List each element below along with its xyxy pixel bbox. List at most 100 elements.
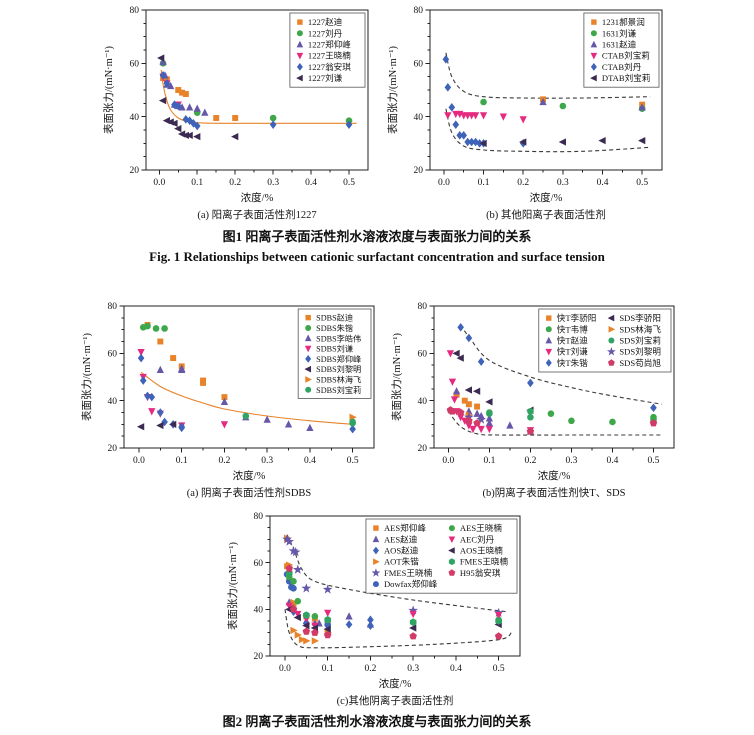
svg-text:0.4: 0.4 <box>305 178 317 188</box>
svg-text:0.0: 0.0 <box>438 178 450 188</box>
svg-text:60: 60 <box>108 350 118 360</box>
svg-text:1227刘丹: 1227刘丹 <box>308 27 343 38</box>
svg-text:0.5: 0.5 <box>636 178 648 188</box>
svg-text:表面张力/(mN·m⁻¹): 表面张力/(mN·m⁻¹) <box>102 45 115 134</box>
svg-text:CTAB刘丹: CTAB刘丹 <box>602 61 642 72</box>
svg-text:浓度/%: 浓度/% <box>538 469 571 482</box>
chart-anionic-sdbs: 0.0 0.1 0.2 0.3 0.4 0.5 20 40 60 80 浓度/% 表面张力/(mN·m… <box>78 296 386 510</box>
svg-text:H95翁安琪: H95翁安琪 <box>460 567 501 578</box>
svg-text:SDS刘宝莉: SDS刘宝莉 <box>619 335 661 346</box>
svg-text:浓度/%: 浓度/% <box>379 677 412 690</box>
svg-text:60: 60 <box>130 60 140 70</box>
chart-other-cationic: 0.0 0.1 0.2 0.3 0.4 0.5 20 40 60 80 浓度/% 表面张力/(mN·m… <box>384 0 674 232</box>
svg-text:AES王晓楠: AES王晓楠 <box>460 522 502 533</box>
svg-text:20: 20 <box>130 166 140 176</box>
svg-text:0.2: 0.2 <box>517 178 529 188</box>
svg-text:浓度/%: 浓度/% <box>241 191 274 204</box>
svg-text:40: 40 <box>108 397 118 407</box>
svg-text:0.2: 0.2 <box>218 456 230 466</box>
svg-text:0.0: 0.0 <box>442 456 454 466</box>
svg-text:0.5: 0.5 <box>347 456 359 466</box>
svg-text:SDBS林海飞: SDBS林海飞 <box>316 374 361 384</box>
svg-text:0.4: 0.4 <box>450 664 462 674</box>
chart-anionic-kuaiT-sds: 0.0 0.1 0.2 0.3 0.4 0.5 20 40 60 80 浓度/% 表面张力/(mN·m… <box>388 296 686 510</box>
svg-text:FMES王晓楠: FMES王晓楠 <box>384 567 433 578</box>
svg-text:1631赵迪: 1631赵迪 <box>602 39 637 50</box>
chart-cationic-1227: 0.0 0.1 0.2 0.3 0.4 0.5 20 40 60 80 浓度/% 表面张力/(mN·m… <box>100 0 380 232</box>
svg-text:0.3: 0.3 <box>557 178 569 188</box>
svg-text:AOT朱锴: AOT朱锴 <box>384 556 419 567</box>
svg-text:0.1: 0.1 <box>176 456 188 466</box>
svg-text:SDBS刘谦: SDBS刘谦 <box>316 344 353 354</box>
figure1-caption-en: Fig. 1 Relationships between cationic su… <box>149 249 605 264</box>
svg-text:0.4: 0.4 <box>607 456 619 466</box>
svg-text:AEC刘丹: AEC刘丹 <box>460 533 495 544</box>
svg-text:1227赵迪: 1227赵迪 <box>308 16 343 27</box>
svg-text:60: 60 <box>254 559 264 569</box>
svg-text:40: 40 <box>254 606 264 616</box>
svg-text:0.2: 0.2 <box>364 664 376 674</box>
svg-text:1227翁安琪: 1227翁安琪 <box>308 61 351 72</box>
svg-text:表面张力/(mN·m⁻¹): 表面张力/(mN·m⁻¹) <box>226 541 239 630</box>
svg-text:0.1: 0.1 <box>322 664 334 674</box>
svg-text:20: 20 <box>414 166 424 176</box>
svg-text:SDBS朱锴: SDBS朱锴 <box>316 323 353 333</box>
svg-text:20: 20 <box>108 444 118 454</box>
svg-text:1227王晓楠: 1227王晓楠 <box>308 50 351 61</box>
svg-text:快T赵迪: 快T赵迪 <box>557 335 588 346</box>
svg-text:表面张力/(mN·m⁻¹): 表面张力/(mN·m⁻¹) <box>390 332 403 421</box>
svg-text:40: 40 <box>130 113 140 123</box>
svg-text:0.2: 0.2 <box>229 178 241 188</box>
svg-text:SDS林海飞: SDS林海飞 <box>619 323 661 334</box>
svg-text:快T李骄阳: 快T李骄阳 <box>557 312 597 323</box>
svg-text:SDBS李皓伟: SDBS李皓伟 <box>316 333 361 343</box>
svg-text:1231郝景润: 1231郝景润 <box>602 16 645 27</box>
svg-text:AOS王晓楠: AOS王晓楠 <box>460 545 503 556</box>
svg-text:AES赵迪: AES赵迪 <box>384 533 418 544</box>
svg-text:1631刘谦: 1631刘谦 <box>602 27 637 38</box>
svg-text:AOS赵迪: AOS赵迪 <box>384 545 419 556</box>
svg-text:80: 80 <box>414 6 424 16</box>
svg-text:(a) 阳离子表面活性剂1227: (a) 阳离子表面活性剂1227 <box>197 208 316 221</box>
svg-text:0.3: 0.3 <box>565 456 577 466</box>
svg-text:CTAB刘宝莉: CTAB刘宝莉 <box>602 50 650 61</box>
svg-text:60: 60 <box>418 350 428 360</box>
svg-text:0.4: 0.4 <box>597 178 609 188</box>
svg-text:快T刘谦: 快T刘谦 <box>557 346 588 357</box>
svg-text:0.1: 0.1 <box>191 178 203 188</box>
svg-text:40: 40 <box>414 113 424 123</box>
svg-text:SDBS刘宝莉: SDBS刘宝莉 <box>316 385 361 395</box>
svg-text:FMES王晓楠: FMES王晓楠 <box>460 556 509 567</box>
svg-text:80: 80 <box>130 6 140 16</box>
svg-text:快T韦博: 快T韦博 <box>557 323 588 334</box>
svg-text:Dowfax郑仰峰: Dowfax郑仰峰 <box>384 578 438 589</box>
svg-text:0.0: 0.0 <box>153 178 165 188</box>
svg-text:浓度/%: 浓度/% <box>530 191 563 204</box>
svg-text:80: 80 <box>418 302 428 312</box>
svg-text:0.5: 0.5 <box>343 178 355 188</box>
svg-text:1227郑仰峰: 1227郑仰峰 <box>308 39 351 50</box>
svg-text:0.2: 0.2 <box>524 456 536 466</box>
chart-other-anionic: 0.0 0.1 0.2 0.3 0.4 0.5 20 40 60 80 浓度/% 表面张力/(mN·m… <box>224 506 532 718</box>
svg-text:0.1: 0.1 <box>478 178 490 188</box>
svg-text:(a) 阴离子表面活性剂SDBS: (a) 阴离子表面活性剂SDBS <box>187 486 312 499</box>
svg-text:0.5: 0.5 <box>493 664 505 674</box>
svg-text:80: 80 <box>254 512 264 522</box>
figure2-caption-zh: 图2 阴离子表面活性剂水溶液浓度与表面张力间的关系 <box>222 714 532 729</box>
svg-text:(b)阴离子表面活性剂快T、SDS: (b)阴离子表面活性剂快T、SDS <box>483 486 626 499</box>
svg-text:快T朱锴: 快T朱锴 <box>557 357 588 368</box>
svg-text:0.0: 0.0 <box>279 664 291 674</box>
svg-text:0.5: 0.5 <box>648 456 660 466</box>
svg-text:AES郑仰峰: AES郑仰峰 <box>384 522 426 533</box>
svg-text:表面张力/(mN·m⁻¹): 表面张力/(mN·m⁻¹) <box>80 332 93 421</box>
svg-text:40: 40 <box>418 397 428 407</box>
svg-text:SDS苟尚旭: SDS苟尚旭 <box>619 357 661 368</box>
svg-text:SDS刘黎明: SDS刘黎明 <box>619 346 661 357</box>
svg-text:SDBS郑仰峰: SDBS郑仰峰 <box>316 354 361 364</box>
svg-text:0.3: 0.3 <box>261 456 273 466</box>
svg-text:SDBS赵迪: SDBS赵迪 <box>316 313 353 323</box>
svg-text:(b) 其他阳离子表面活性剂: (b) 其他阳离子表面活性剂 <box>486 208 606 221</box>
svg-text:SDS李骄阳: SDS李骄阳 <box>619 312 661 323</box>
svg-text:0.1: 0.1 <box>483 456 495 466</box>
